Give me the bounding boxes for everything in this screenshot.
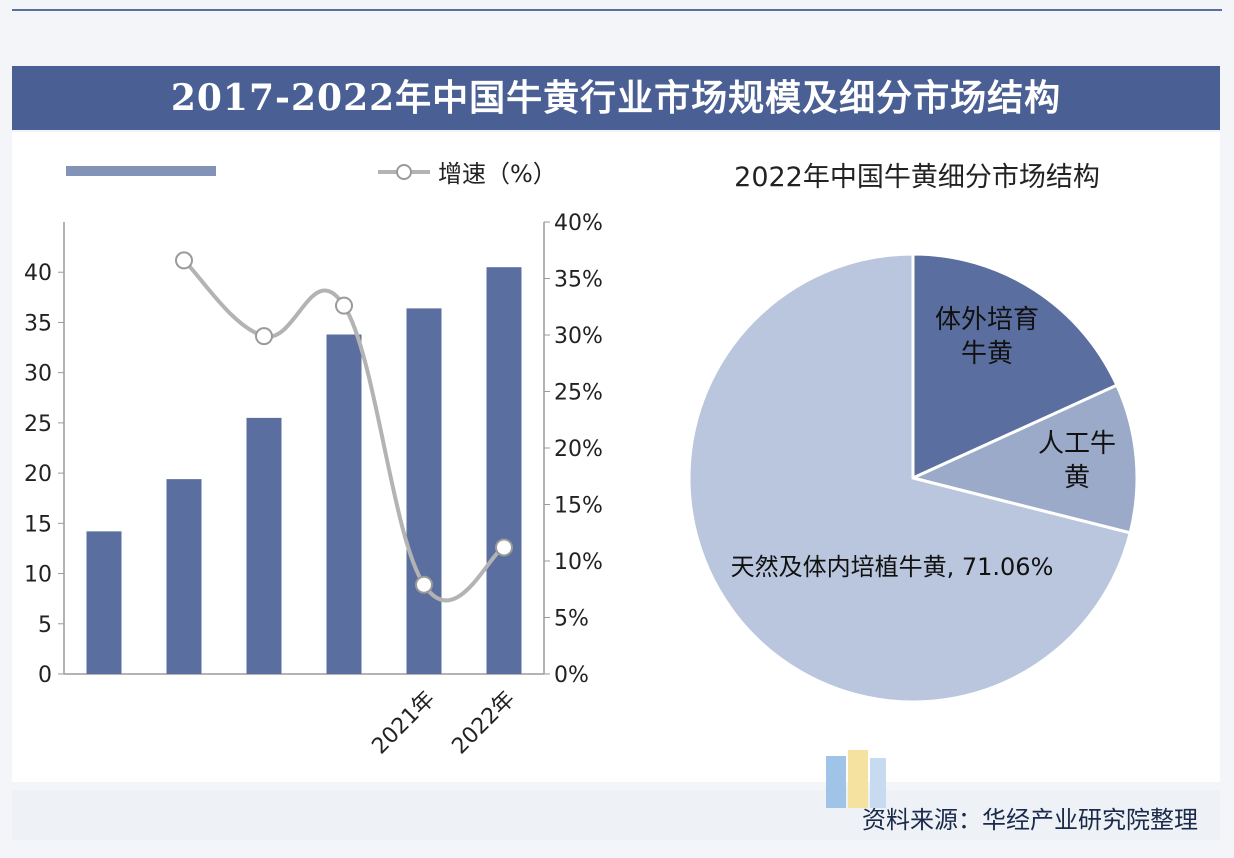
pie-slice bbox=[911, 252, 1119, 481]
y-left-tick-label: 5 bbox=[38, 613, 52, 638]
y-right-tick-label: 40% bbox=[554, 211, 603, 236]
y-left-tick-label: 25 bbox=[24, 412, 52, 437]
y-left-tick-label: 10 bbox=[24, 563, 52, 588]
growth-point bbox=[415, 575, 433, 594]
growth-line-series bbox=[175, 251, 513, 603]
y-left-tick-label: 20 bbox=[24, 462, 52, 487]
y-axis-left: 0 5 10 15 20 25 30 35 40 bbox=[24, 261, 64, 688]
y-right-tick-label: 25% bbox=[554, 381, 603, 406]
y-right-tick-label: 30% bbox=[554, 324, 603, 349]
y-right-tick-label: 35% bbox=[554, 268, 603, 293]
legend-line-marker bbox=[396, 164, 412, 180]
y-right-tick-label: 20% bbox=[554, 437, 603, 462]
pie-slice bbox=[908, 383, 1139, 535]
y-left-tick-label: 30 bbox=[24, 362, 52, 387]
growth-point bbox=[495, 538, 513, 557]
y-left-tick-label: 0 bbox=[38, 663, 52, 688]
pie-slice bbox=[687, 252, 1132, 704]
y-left-tick-label: 15 bbox=[24, 512, 52, 537]
page-title: 2017-2022年中国牛黄行业市场规模及细分市场结构 bbox=[12, 66, 1220, 130]
legend-growth-label: 增速（%） bbox=[438, 160, 557, 188]
x-tick-label: 2021年 bbox=[367, 687, 440, 760]
y-right-tick-label: 5% bbox=[554, 607, 589, 632]
footer-band bbox=[12, 790, 1220, 840]
growth-line bbox=[182, 258, 506, 603]
y-left-tick-label: 35 bbox=[24, 311, 52, 336]
bar bbox=[326, 334, 362, 674]
pie-label: 人工牛黄 bbox=[1038, 429, 1116, 493]
x-tick-label: 2022年 bbox=[447, 687, 520, 760]
pie-title: 2022年中国牛黄细分市场结构 bbox=[734, 162, 1100, 193]
y-right-tick-label: 10% bbox=[554, 550, 603, 575]
legend: 增速（%） bbox=[66, 160, 557, 188]
growth-point bbox=[175, 251, 193, 270]
source-note: 资料来源：华经产业研究院整理 bbox=[862, 806, 1198, 834]
y-left-tick-label: 40 bbox=[24, 261, 52, 286]
bar-series bbox=[86, 267, 522, 674]
bar bbox=[406, 308, 442, 674]
growth-point bbox=[255, 327, 273, 346]
bar bbox=[246, 417, 282, 674]
pie-data-label: 天然及体内培植牛黄, 71.06% bbox=[731, 553, 1054, 581]
pie-label: 体外培育牛黄 bbox=[935, 305, 1039, 369]
bar bbox=[86, 531, 122, 674]
y-right-tick-label: 0% bbox=[554, 663, 589, 688]
top-rule bbox=[12, 9, 1222, 11]
axes: 0 5 10 15 20 25 30 35 40 0% 5% 10% 15% 20% 25% 30% 35% 4… bbox=[24, 211, 603, 688]
x-axis-labels: 2021年 2022年 bbox=[367, 687, 520, 760]
growth-point bbox=[335, 296, 353, 315]
legend-bar-swatch bbox=[66, 166, 216, 176]
bar bbox=[166, 479, 202, 674]
y-axis-right: 0% 5% 10% 15% 20% 25% 30% 35% 40% bbox=[544, 211, 603, 688]
y-right-tick-label: 15% bbox=[554, 494, 603, 519]
huajing-logo bbox=[826, 750, 886, 808]
bar bbox=[486, 267, 522, 674]
